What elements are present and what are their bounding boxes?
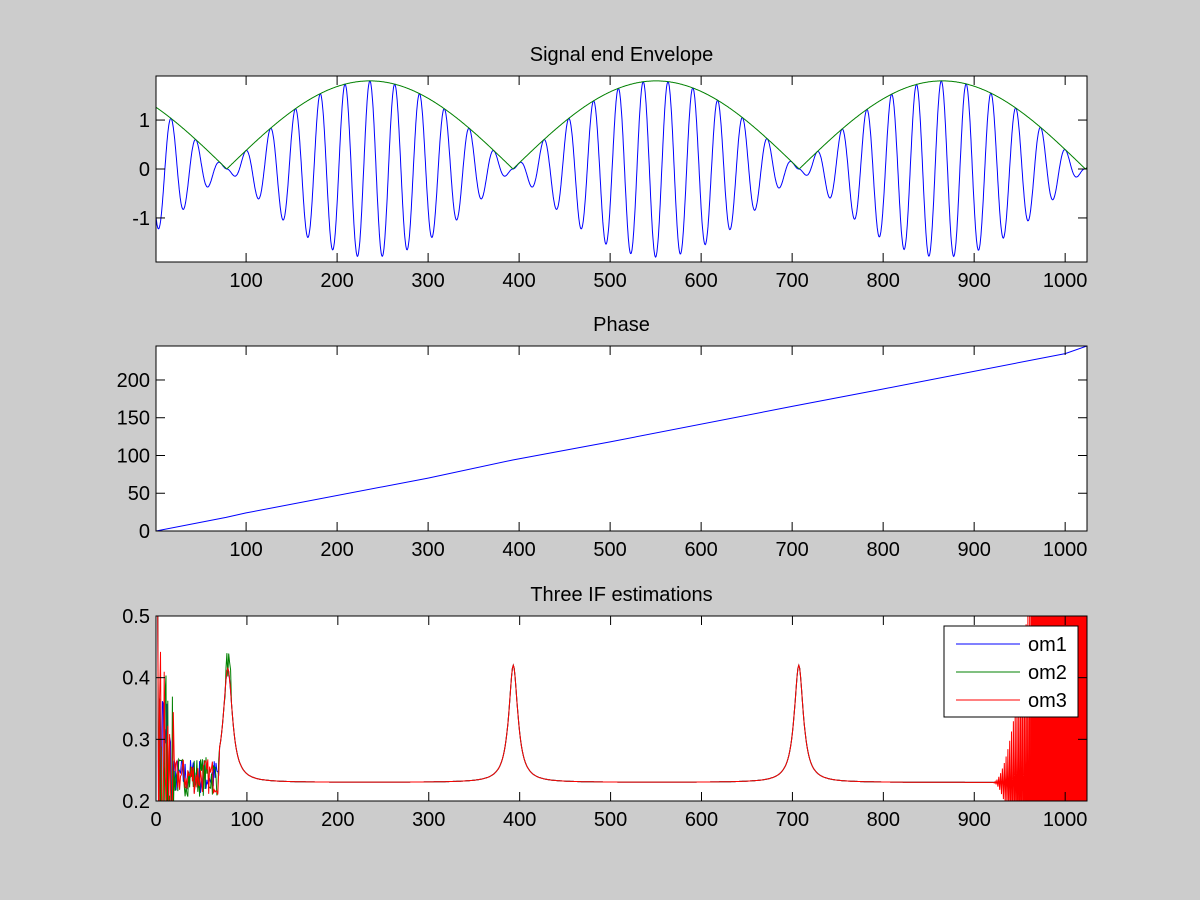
series-group xyxy=(156,80,1087,258)
x-tick-label: 100 xyxy=(229,539,262,561)
x-tick-label: 900 xyxy=(957,270,990,292)
x-tick-label: 500 xyxy=(594,809,627,831)
x-tick-label: 300 xyxy=(411,270,444,292)
x-tick-label: 900 xyxy=(957,539,990,561)
x-tick-label: 300 xyxy=(411,539,444,561)
legend[interactable]: om1 om2 om3 xyxy=(943,625,1079,718)
x-tick-label: 700 xyxy=(775,539,808,561)
x-tick-label: 500 xyxy=(593,270,626,292)
x-tick-label: 200 xyxy=(320,539,353,561)
y-tick-label: 1 xyxy=(139,110,150,132)
y-tick-label: 100 xyxy=(117,445,150,467)
x-tick-label: 600 xyxy=(684,270,717,292)
x-tick-label: 800 xyxy=(867,809,900,831)
x-tick-label: 500 xyxy=(593,539,626,561)
y-tick-label: 50 xyxy=(128,483,150,505)
chart-title: Phase xyxy=(593,314,650,336)
y-tick-label: -1 xyxy=(132,208,150,230)
x-tick-label: 1000 xyxy=(1043,270,1088,292)
x-tick-label: 200 xyxy=(321,809,354,831)
x-tick-label: 1000 xyxy=(1043,809,1088,831)
x-tick-label: 700 xyxy=(775,270,808,292)
axes-phase: 100 200 300 400 500 600 700 800 900 1000 0 50 100 150… xyxy=(117,314,1088,561)
y-tick-label: 0.3 xyxy=(122,729,150,751)
y-tick-label: 0 xyxy=(139,521,150,543)
y-tick-label: 200 xyxy=(117,370,150,392)
x-tick-label: 400 xyxy=(503,809,536,831)
x-tick-label: 900 xyxy=(958,809,991,831)
x-tick-label: 300 xyxy=(412,809,445,831)
series-group xyxy=(156,346,1087,531)
x-tick-label: 600 xyxy=(684,539,717,561)
signal-line xyxy=(156,80,1087,258)
line-om3 xyxy=(156,616,1087,801)
axes-frame xyxy=(155,615,1088,802)
chart-title: Signal end Envelope xyxy=(530,44,713,66)
x-tick-label: 700 xyxy=(776,809,809,831)
axes-if-estimations: 0 100 200 300 400 500 600 700 800 900 1000 0.2 0.3 0.… xyxy=(122,584,1088,831)
y-tick-label: 0.5 xyxy=(122,606,150,628)
phase-line xyxy=(156,346,1087,531)
y-tick-label: 0.2 xyxy=(122,791,150,813)
x-tick-label: 600 xyxy=(685,809,718,831)
y-tick-label: 150 xyxy=(117,408,150,430)
x-tick-label: 1000 xyxy=(1043,539,1088,561)
x-tick-label: 200 xyxy=(320,270,353,292)
x-tick-label: 800 xyxy=(866,539,899,561)
y-tick-label: 0.4 xyxy=(122,668,150,690)
x-tick-label: 400 xyxy=(502,539,535,561)
axes-signal-envelope: 100 200 300 400 500 600 700 800 900 1000 -1 0 1 Signa… xyxy=(132,44,1088,292)
x-tick-label: 400 xyxy=(502,270,535,292)
chart-title: Three IF estimations xyxy=(530,584,712,606)
x-tick-label: 100 xyxy=(229,270,262,292)
envelope-line xyxy=(156,80,1087,170)
legend-label-om2: om2 xyxy=(1028,662,1067,684)
axes-frame xyxy=(155,345,1088,532)
legend-label-om3: om3 xyxy=(1028,690,1067,712)
x-tick-label: 100 xyxy=(230,809,263,831)
plot-area xyxy=(156,616,1087,801)
x-tick-label: 0 xyxy=(150,809,161,831)
legend-label-om1: om1 xyxy=(1028,634,1067,656)
y-tick-label: 0 xyxy=(139,159,150,181)
x-tick-label: 800 xyxy=(866,270,899,292)
